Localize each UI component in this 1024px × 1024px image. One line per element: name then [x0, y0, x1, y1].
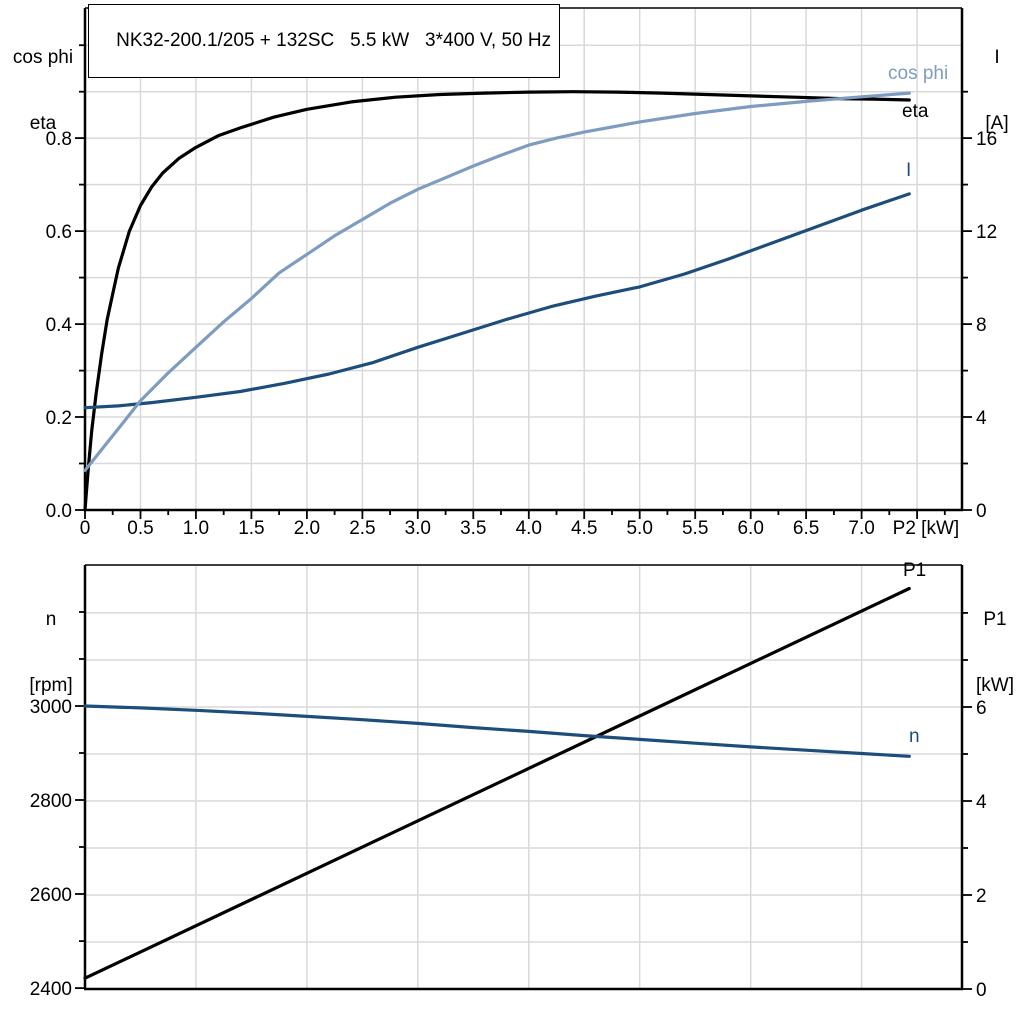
axis-header-n-unit: [rpm] [29, 675, 73, 696]
curve-label-current: I [906, 160, 912, 181]
x-tick-label: 1.0 [183, 518, 209, 539]
axis-header-p1-unit: [kW] [976, 675, 1014, 696]
series-eta [83, 90, 911, 512]
left-tick-label: 0.8 [46, 129, 72, 150]
chart-title: NK32-200.1/205 + 132SC 5.5 kW 3*400 V, 5… [116, 30, 552, 51]
x-tick-label: 1.5 [238, 518, 264, 539]
chart-top: 0 0.5 1.0 1.5 2.0 2.5 3.0 3.5 4.0 4.5 5.0 5.5 6.0 6.5… [46, 7, 997, 539]
curve-label-cos-phi: cos phi [888, 63, 949, 84]
right-tick-label: 12 [976, 222, 997, 243]
left-tick-label: 0.0 [46, 501, 72, 522]
right-tick-label: 6 [976, 698, 987, 719]
curve-label-p1: P1 [903, 560, 927, 581]
x-tick-label: 4.5 [571, 518, 597, 539]
right-tick-label: 0 [976, 980, 987, 1001]
right-tick-label: 4 [976, 792, 987, 813]
x-tick-label: 6.0 [737, 518, 763, 539]
left-tick-label: 0.6 [46, 222, 72, 243]
x-tick-label: 6.5 [793, 518, 819, 539]
x-tick-label: 3.0 [405, 518, 431, 539]
series-n [83, 704, 911, 758]
left-tick-label: 2400 [30, 979, 72, 1000]
bottom-right-axis-header: P1 [kW] [968, 565, 1022, 741]
x-tick-label: 0.5 [127, 518, 153, 539]
axis-header-cos-phi: cos phi [12, 47, 74, 68]
axis-header-n: n [45, 609, 57, 630]
curve-label-n: n [909, 726, 920, 747]
right-tick-label: 0 [976, 501, 987, 522]
series-I [83, 192, 911, 410]
right-tick-label: 16 [976, 129, 997, 150]
series-cos-phi [83, 91, 911, 473]
left-tick-label: 0.2 [46, 408, 72, 429]
right-tick-label: 4 [976, 408, 987, 429]
x-axis-unit-label: P2 [kW] [893, 518, 960, 539]
top-left-axis-header: cos phi eta [6, 3, 80, 179]
left-tick-label: 0.4 [46, 315, 73, 336]
curve-label-eta: eta [902, 101, 929, 122]
x-tick-label: 7.0 [848, 518, 874, 539]
x-tick-label: 5.0 [626, 518, 652, 539]
bottom-left-axis-header: n [rpm] [18, 565, 84, 741]
left-tick-label: 2800 [30, 791, 72, 812]
top-right-axis-header: I [A] [974, 3, 1020, 179]
x-tick-label: 3.5 [460, 518, 486, 539]
axis-header-current-unit: [A] [985, 113, 1009, 134]
series-P1 [83, 586, 911, 980]
axis-header-eta: eta [29, 113, 57, 134]
left-tick-label: 2600 [30, 885, 72, 906]
x-tick-label: 2.0 [294, 518, 320, 539]
axis-header-current: I [994, 47, 1000, 68]
x-tick-label: 5.5 [682, 518, 708, 539]
x-tick-label: 2.5 [349, 518, 375, 539]
chart-bottom: 2400 2600 2800 3000 0 2 4 6 [30, 564, 987, 1001]
left-tick-label: 3000 [30, 697, 72, 718]
right-tick-label: 8 [976, 315, 987, 336]
chart-title-box: NK32-200.1/205 + 132SC 5.5 kW 3*400 V, 5… [88, 4, 561, 78]
axis-header-p1: P1 [983, 609, 1007, 630]
right-tick-label: 2 [976, 886, 987, 907]
x-tick-label: 4.0 [516, 518, 542, 539]
x-tick-label: 0 [80, 518, 91, 539]
